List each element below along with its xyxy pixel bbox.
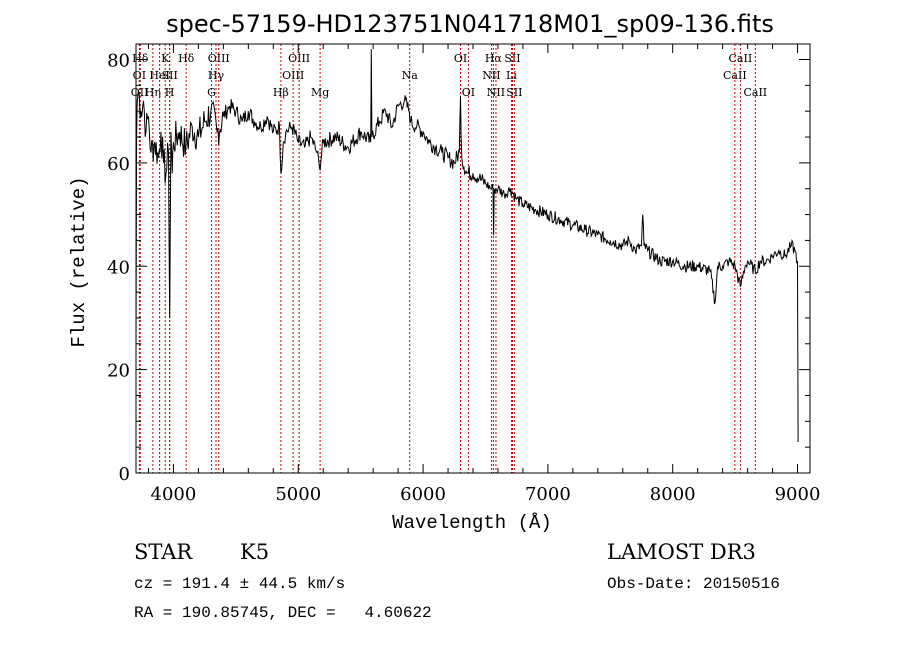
y-tick-label: 40 [107,257,130,278]
coordinates: RA = 190.85745, DEC = 4.60622 [134,604,432,622]
line-marker-label: H [165,86,175,99]
redshift-value: cz = 191.4 ± 44.5 km/s [134,575,346,593]
line-marker-label: SII [506,86,522,99]
line-marker-label: Mg [311,86,329,99]
line-marker-label: Li [506,69,517,82]
x-tick-label: 9000 [775,484,821,505]
line-marker-label: SII [504,52,520,65]
y-axis-label: Flux (relative) [68,176,90,347]
line-marker-label: Hγ [208,69,225,82]
chart-title: spec-57159-HD123751N041718M01_sp09-136.f… [166,10,774,38]
line-marker-label: CaII [743,86,767,99]
line-marker-label: G [207,86,216,99]
line-marker-label: Hη [145,86,161,99]
spectrum-line [135,49,799,443]
line-marker-label: OII [131,86,149,99]
x-axis: 4000 5000 6000 7000 8000 9000 [147,44,821,505]
x-tick-label: 8000 [650,484,696,505]
line-marker-label: Hα [485,52,503,65]
line-marker-label: NII [487,86,505,99]
line-marker-label: OI [454,52,467,65]
line-marker-label: OIII [208,52,230,65]
x-axis-label: Wavelength (Å) [392,512,552,534]
spectrum-series [135,49,799,443]
survey-name: LAMOST DR3 [607,540,756,564]
x-tick-label: 5000 [275,484,321,505]
line-marker-label: OI [462,86,475,99]
obs-date: Obs-Date: 20150516 [607,575,780,593]
line-marker-label: OIII [288,52,310,65]
line-marker-label: CaII [723,69,747,82]
line-marker-label: K [161,52,170,65]
y-tick-label: 0 [119,464,130,485]
y-tick-label: 80 [107,51,130,72]
x-tick-label: 6000 [400,484,446,505]
line-marker-label: Hβ [273,86,289,99]
line-marker-label: HeI [149,69,169,82]
line-marker-label: OIII [282,69,304,82]
line-marker-label: SII [162,69,178,82]
line-marker-label: NII [482,69,500,82]
object-subclass: K5 [240,540,270,564]
y-tick-label: 60 [107,154,130,175]
line-marker-label: CaII [729,52,753,65]
y-tick-label: 20 [107,361,130,382]
line-marker-label: Hδ [178,52,195,65]
x-tick-label: 7000 [525,484,571,505]
y-axis: 0 20 40 60 80 [107,51,810,485]
object-class: STAR [134,540,193,564]
line-marker-label: Hδ [132,52,149,65]
x-tick-label: 4000 [151,484,197,505]
line-marker-label: Na [402,69,419,82]
